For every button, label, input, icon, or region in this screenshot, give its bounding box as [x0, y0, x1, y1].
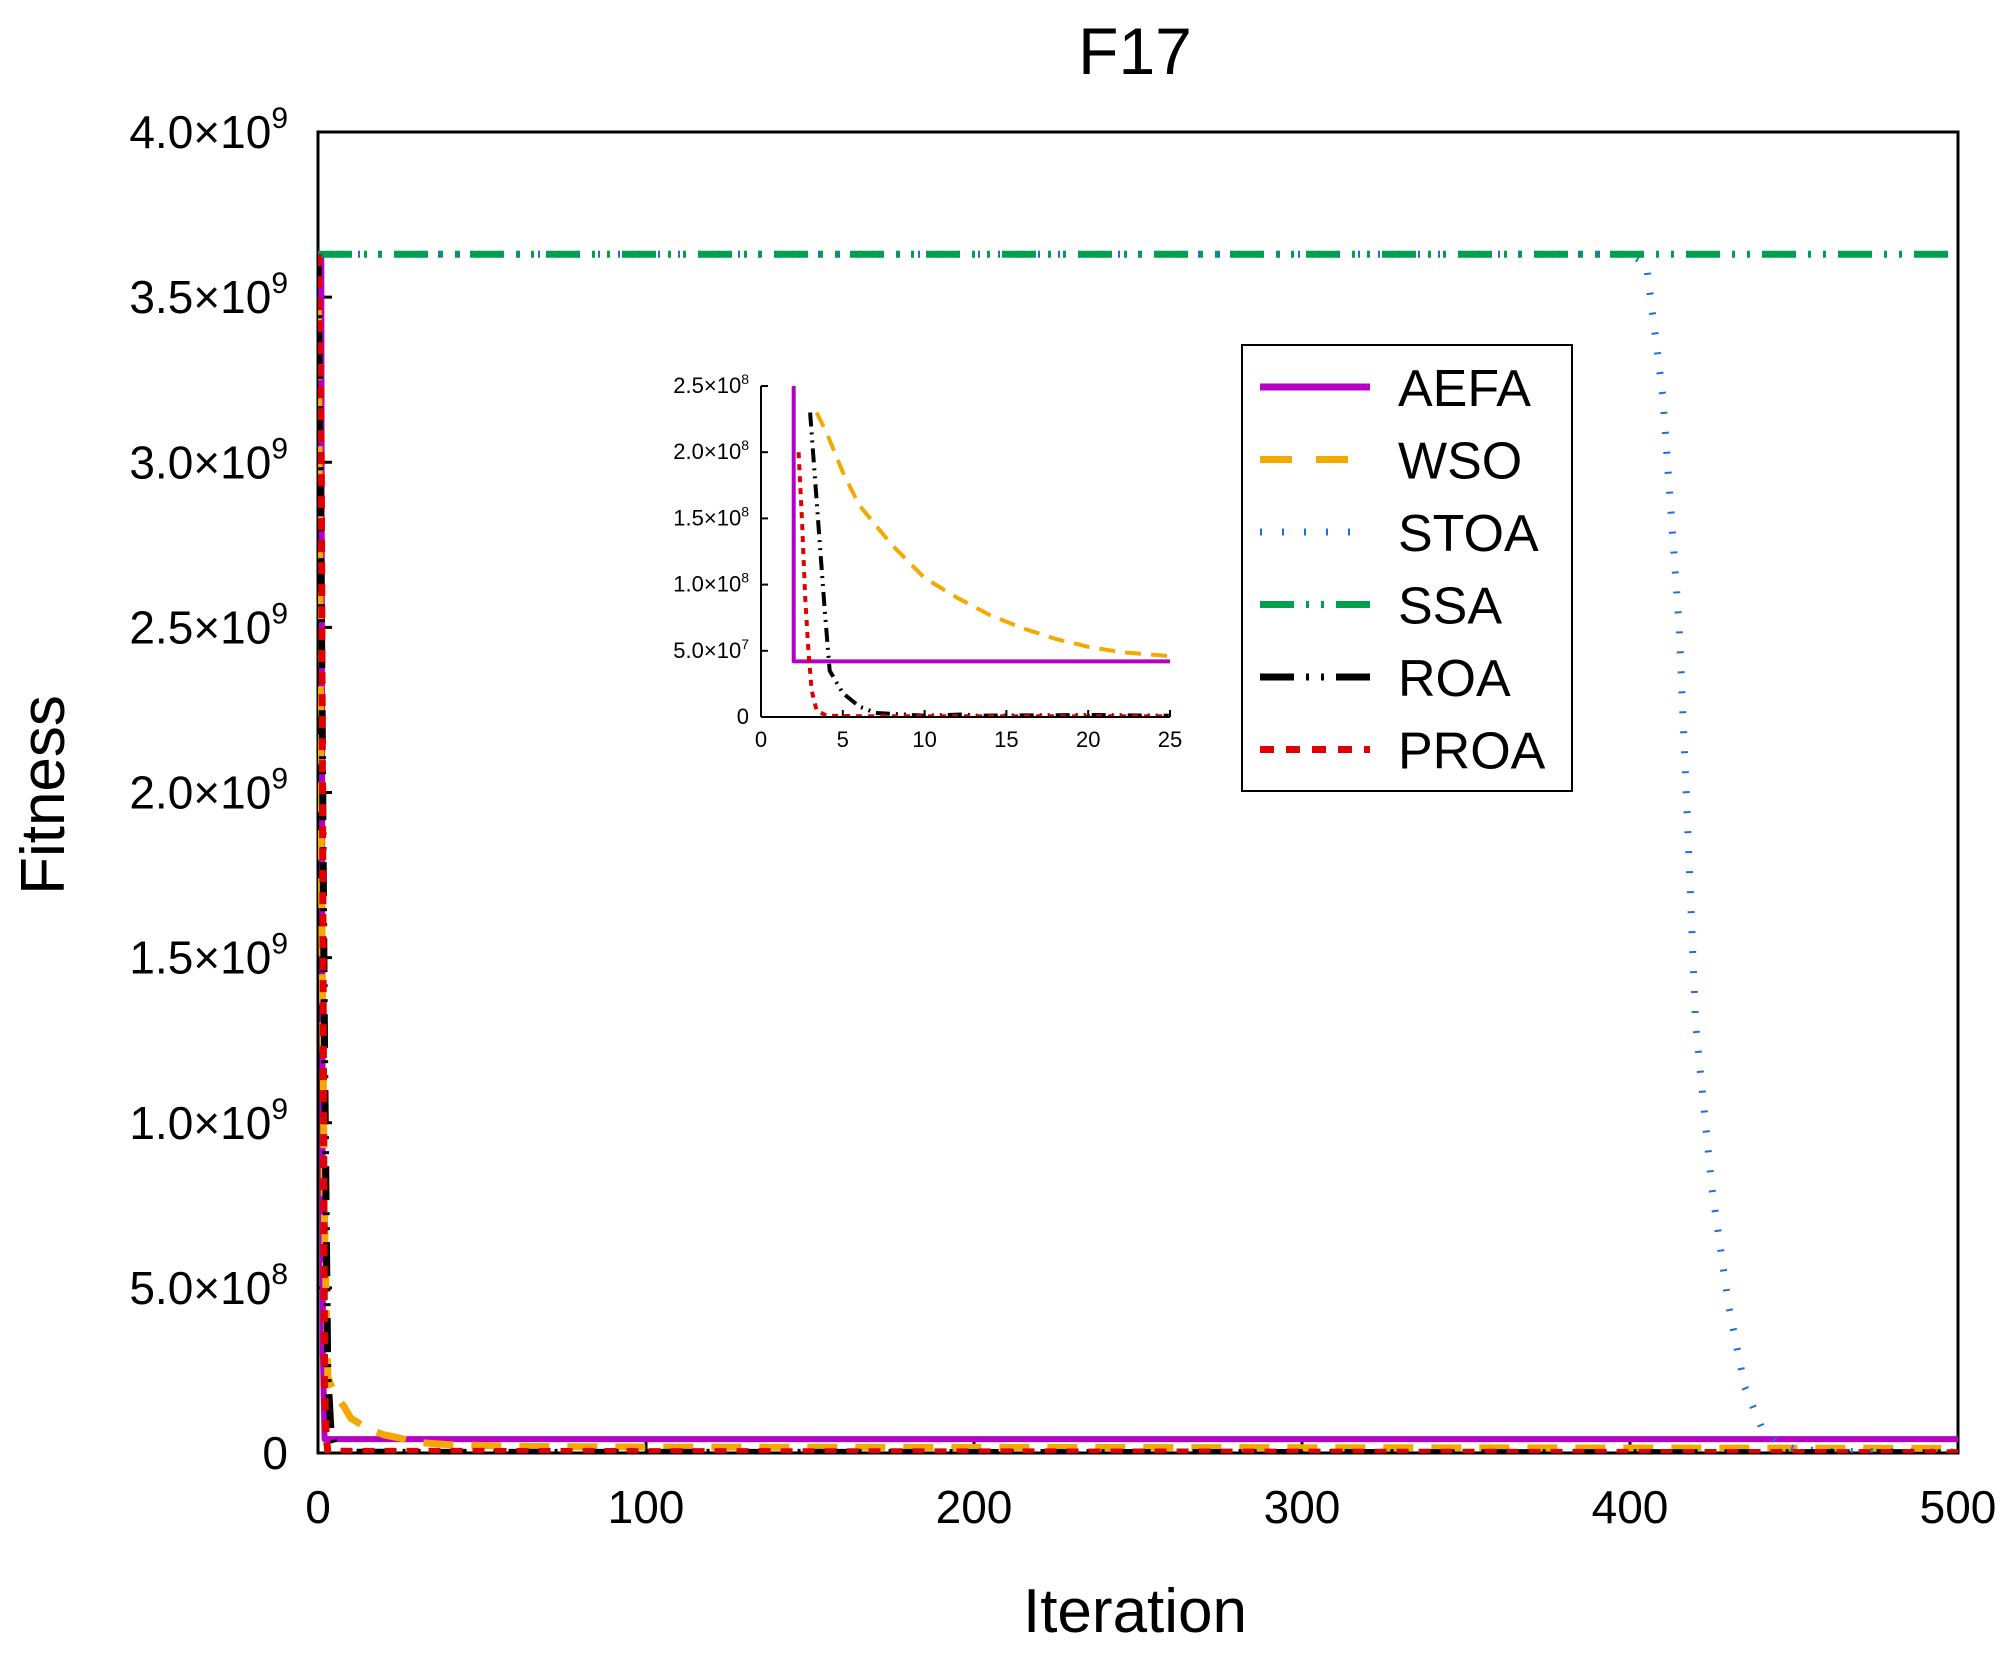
- inset-series-group: [791, 386, 1170, 717]
- legend-label-proa: PROA: [1398, 723, 1546, 781]
- series-wso-line: [318, 254, 1958, 1452]
- legend-label-wso: WSO: [1398, 433, 1522, 491]
- inset-x-tick-label-2: 10: [912, 727, 936, 752]
- x-tick-label-4: 400: [1592, 1481, 1669, 1533]
- legend-entry-stoa: STOA: [1260, 505, 1539, 563]
- inset-x-tick-label-3: 15: [994, 727, 1018, 752]
- legend-entry-ssa: SSA: [1260, 578, 1502, 636]
- y-tick-exp-8: 9: [271, 102, 288, 135]
- chart-title: F17: [1078, 14, 1192, 88]
- x-tick-label-5: 500: [1920, 1481, 1997, 1533]
- x-axis-title: Iteration: [1023, 1577, 1247, 1646]
- y-tick-exp-6: 9: [271, 432, 288, 465]
- legend-box: [1241, 344, 1573, 792]
- inset-y-tick-label-5: 2.5×108: [673, 371, 749, 398]
- y-tick-exp-4: 9: [271, 763, 288, 796]
- inset-y-tick-label-4: 2.0×108: [673, 437, 749, 464]
- inset-x-tick-label-0: 0: [755, 727, 767, 752]
- inset-y-tick-label-0: 0: [737, 704, 749, 729]
- series-group: [318, 250, 1958, 1453]
- inset-y-tick-exp-2: 8: [741, 570, 749, 586]
- y-tick-exp-7: 9: [271, 267, 288, 300]
- plot-frame: [316, 130, 1960, 1455]
- legend-label-stoa: STOA: [1398, 505, 1539, 563]
- legend-label-roa: ROA: [1398, 650, 1511, 708]
- y-tick-exp-1: 8: [271, 1258, 288, 1291]
- y-tick-label-8: 4.0×109: [129, 102, 288, 158]
- x-tick-label-0: 0: [305, 1481, 331, 1533]
- y-tick-label-2: 1.0×109: [129, 1093, 288, 1149]
- inset-y-tick-label-1: 5.0×107: [673, 636, 749, 663]
- inset-y-tick-exp-5: 8: [741, 371, 749, 387]
- y-tick-exp-5: 9: [271, 597, 288, 630]
- legend-entry-aefa: AEFA: [1260, 360, 1531, 418]
- y-tick-label-5: 2.5×109: [129, 597, 288, 653]
- inset-x-tick-label-5: 25: [1158, 727, 1182, 752]
- inset-series-aefa-line: [791, 386, 1170, 664]
- inset-y-tick-exp-3: 8: [741, 503, 749, 519]
- legend: AEFA WSO STOA SSA ROA PROA: [1241, 344, 1573, 792]
- inset-x-tick-label-4: 20: [1076, 727, 1100, 752]
- x-tick-label-1: 100: [608, 1481, 685, 1533]
- y-tick-exp-3: 9: [271, 928, 288, 961]
- inset-y-tick-exp-1: 7: [741, 636, 749, 652]
- x-tick-label-2: 200: [936, 1481, 1013, 1533]
- legend-label-ssa: SSA: [1398, 578, 1502, 636]
- main-plot: 0 100 200 300 400 50005.0×1081.0×1091.5×1092.…: [129, 102, 1996, 1533]
- inset-x-tick-label-1: 5: [837, 727, 849, 752]
- y-tick-label-6: 3.0×109: [129, 432, 288, 488]
- inset-axes: 0 5 10 15 20 25 0 5.0×107 1.0×108 1.5×108 2.0×108 2…: [673, 371, 1182, 752]
- y-tick-label-1: 5.0×108: [129, 1258, 288, 1314]
- inset-background: [651, 374, 1200, 775]
- legend-entry-proa: PROA: [1260, 723, 1546, 781]
- legend-label-aefa: AEFA: [1398, 360, 1531, 418]
- legend-entry-wso: WSO: [1260, 433, 1522, 491]
- y-tick-label-3: 1.5×109: [129, 928, 288, 984]
- y-axis-title: Fitness: [9, 695, 78, 895]
- inset-y-tick-label-3: 1.5×108: [673, 503, 749, 530]
- x-tick-label-3: 300: [1264, 1481, 1341, 1533]
- inset-y-tick-exp-4: 8: [741, 437, 749, 453]
- axes: 0 100 200 300 400 50005.0×1081.0×1091.5×1092.…: [129, 102, 1996, 1533]
- legend-entry-roa: ROA: [1260, 650, 1511, 708]
- y-tick-label-4: 2.0×109: [129, 763, 288, 819]
- y-tick-label-0: 0: [262, 1427, 288, 1479]
- inset-plot: 0 5 10 15 20 25 0 5.0×107 1.0×108 1.5×108 2.0×108 2…: [651, 371, 1200, 775]
- inset-y-tick-label-2: 1.0×108: [673, 570, 749, 597]
- y-tick-label-7: 3.5×109: [129, 267, 288, 323]
- y-tick-exp-2: 9: [271, 1093, 288, 1126]
